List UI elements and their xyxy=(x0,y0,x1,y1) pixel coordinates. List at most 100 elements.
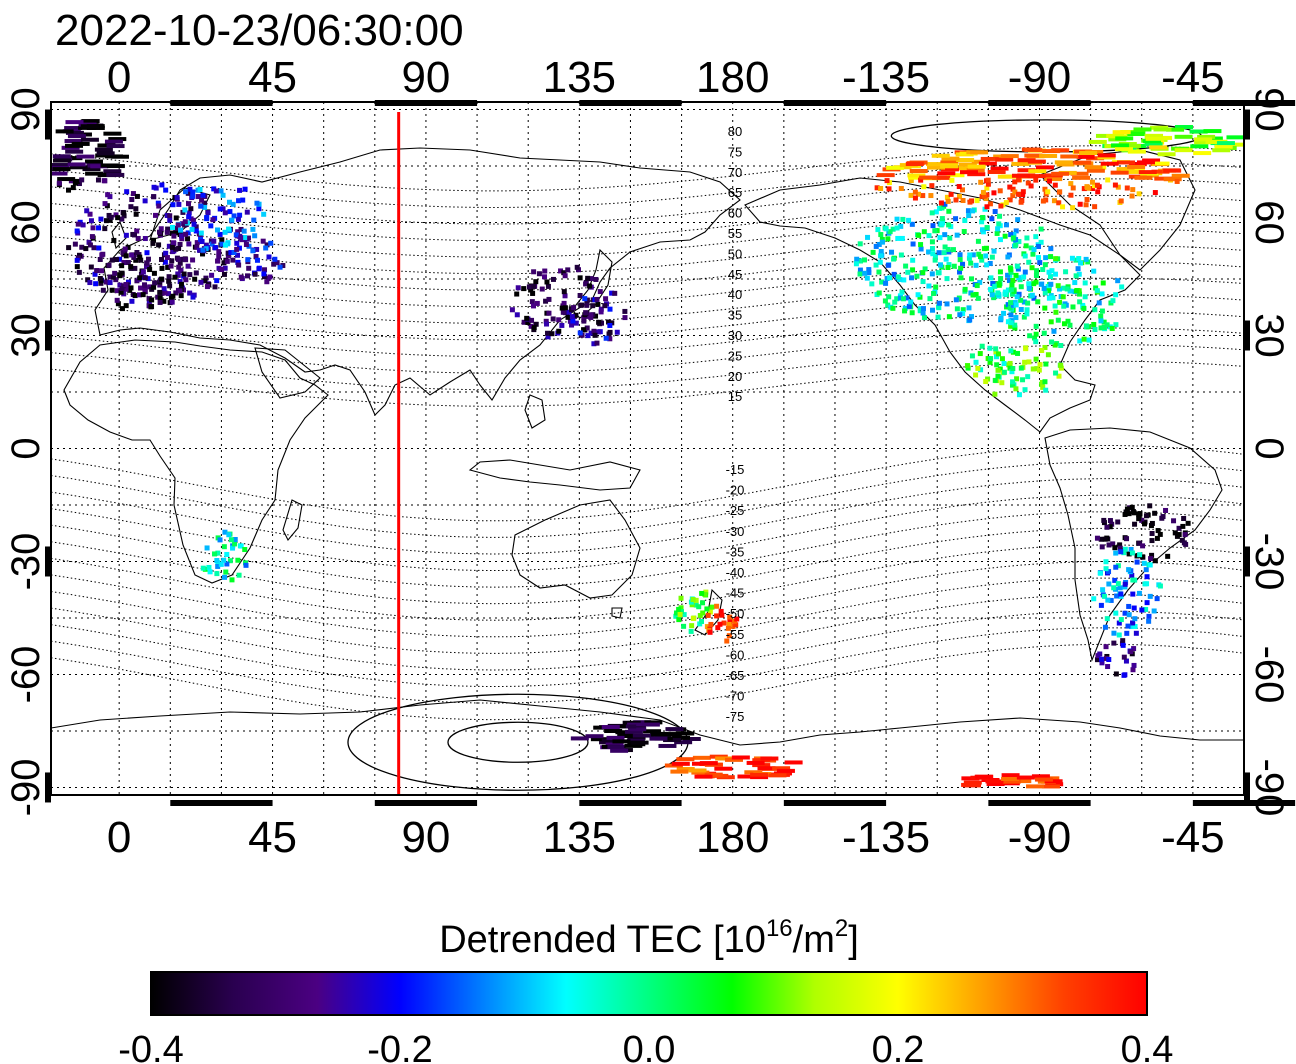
tec-pixel xyxy=(176,246,182,252)
tec-pixel xyxy=(1194,140,1213,145)
tec-pixel xyxy=(103,279,109,285)
tec-pixel xyxy=(1040,267,1046,273)
tec-pixel xyxy=(943,256,949,262)
tec-pixel xyxy=(96,225,102,231)
tec-pixel xyxy=(190,193,196,199)
tec-pixel xyxy=(1143,567,1149,573)
tec-pixel xyxy=(215,227,221,233)
magnetic-contour xyxy=(51,560,1244,638)
tec-pixel xyxy=(1080,302,1086,308)
tec-pixel xyxy=(146,296,152,302)
tec-pixel xyxy=(1098,536,1104,542)
tec-pixel xyxy=(1100,161,1119,166)
tec-pixel xyxy=(1106,569,1112,575)
tec-pixel xyxy=(219,266,225,272)
tec-pixel xyxy=(1107,518,1113,524)
tec-pixel xyxy=(721,620,727,626)
tec-pixel xyxy=(689,623,695,629)
tec-pixel xyxy=(1008,232,1014,238)
tec-pixel xyxy=(979,257,985,263)
tec-pixel xyxy=(138,271,144,277)
tec-pixel xyxy=(1115,519,1121,525)
tec-pixel xyxy=(1034,268,1040,274)
tec-pixel xyxy=(67,134,86,139)
tec-pixel xyxy=(984,185,990,191)
tec-pixel xyxy=(692,755,711,760)
tec-pixel xyxy=(178,281,184,287)
tec-pixel xyxy=(1165,553,1171,559)
tec-pixel xyxy=(215,563,221,569)
tec-pixel xyxy=(905,269,911,275)
magnetic-contour xyxy=(51,194,1244,242)
tec-pixel xyxy=(926,233,932,239)
tec-pixel xyxy=(993,354,999,360)
tec-pixel xyxy=(957,193,963,199)
tec-pixel xyxy=(1035,255,1041,261)
map-frame-ticks xyxy=(45,100,1296,806)
colorbar: Detrended TEC [1016/m2] -0.4 -0.2 0.0 0.2 0.… xyxy=(118,915,1173,1064)
tec-pixel xyxy=(598,306,604,312)
tec-pixel xyxy=(954,232,960,238)
tec-pixel xyxy=(1182,532,1188,538)
tec-pixel xyxy=(966,213,972,219)
coastline-philippines xyxy=(524,394,546,429)
lon-tick-label-bottom: -90 xyxy=(1008,813,1072,862)
tec-pixel xyxy=(109,257,115,263)
tec-pixel xyxy=(119,270,125,276)
tec-pixel xyxy=(1120,642,1126,648)
tec-pixel xyxy=(999,380,1005,386)
tec-pixel xyxy=(1151,608,1157,614)
tec-pixel xyxy=(264,279,270,285)
tec-pixel xyxy=(977,351,983,357)
tec-pixel xyxy=(581,327,587,333)
tec-pixel xyxy=(983,245,989,251)
tec-pixel xyxy=(567,318,573,324)
tec-pixel xyxy=(1002,291,1008,297)
tec-pixel xyxy=(280,263,286,269)
tec-pixel xyxy=(993,349,999,355)
tec-pixel xyxy=(916,232,922,238)
tec-pixel xyxy=(1036,367,1042,373)
tec-pixel xyxy=(962,286,968,292)
tec-pixel xyxy=(1028,183,1034,189)
tec-pixel xyxy=(169,299,175,305)
tec-pixel xyxy=(988,286,994,292)
tec-pixel xyxy=(1017,168,1036,173)
tec-pixel xyxy=(866,270,872,276)
tec-pixel xyxy=(1001,773,1020,778)
tec-pixel xyxy=(194,240,200,246)
tec-pixel xyxy=(1098,602,1104,608)
tec-pixel xyxy=(750,775,769,780)
tec-pixel xyxy=(768,773,787,778)
tec-pixel xyxy=(1018,365,1024,371)
tec-pixel xyxy=(1028,169,1047,174)
tec-pixel xyxy=(157,289,163,295)
tec-pixel xyxy=(688,628,694,634)
tec-pixel xyxy=(181,271,187,277)
tec-pixel xyxy=(887,229,893,235)
tec-pixel xyxy=(100,287,106,293)
tec-pixel xyxy=(996,282,1002,288)
tec-pixel xyxy=(1113,292,1119,298)
tec-pixel xyxy=(562,305,568,311)
tec-pixel xyxy=(1032,335,1038,341)
tec-pixel xyxy=(1105,664,1111,670)
tec-pixel xyxy=(1022,253,1028,259)
tec-pixel xyxy=(1046,295,1052,301)
tec-pixel xyxy=(217,206,223,212)
tec-pixel xyxy=(593,276,599,282)
frame-tick-bar xyxy=(374,800,478,806)
tec-pixel xyxy=(573,320,579,326)
tec-pixel xyxy=(110,274,116,280)
tec-pixel xyxy=(1035,243,1041,249)
tec-pixel xyxy=(549,331,555,337)
tec-pixel xyxy=(1095,189,1101,195)
tec-pixel xyxy=(533,321,539,327)
tec-pixel xyxy=(222,265,228,271)
tec-pixel xyxy=(128,204,134,210)
tec-pixel xyxy=(1112,577,1118,583)
tec-pixel xyxy=(975,774,994,779)
tec-pixel xyxy=(1124,506,1130,512)
tec-pixel xyxy=(140,292,146,298)
tec-pixel xyxy=(171,233,177,239)
